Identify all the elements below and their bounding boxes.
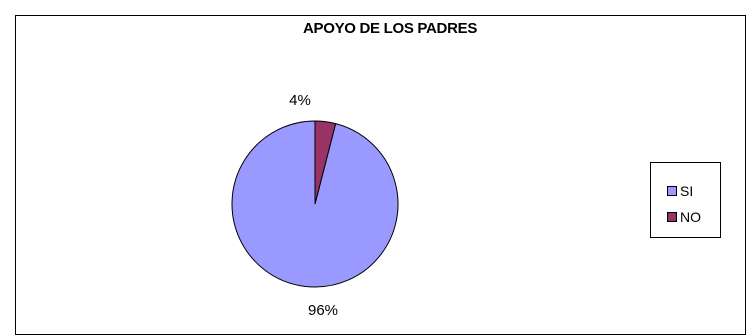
chart-title: APOYO DE LOS PADRES [302, 20, 478, 37]
slice-label-no: 4% [289, 92, 311, 109]
legend-swatch-si [667, 186, 677, 196]
pie-slice-no [314, 120, 337, 205]
slice-label-si: 96% [307, 302, 339, 319]
legend-label-si: SI [680, 183, 694, 199]
legend-item-no: NO [667, 208, 701, 226]
legend-label-no: NO [680, 209, 701, 225]
legend-item-si: SI [667, 182, 693, 200]
legend: SI NO [650, 162, 721, 238]
legend-swatch-no [667, 212, 677, 222]
pie-chart [231, 120, 399, 288]
